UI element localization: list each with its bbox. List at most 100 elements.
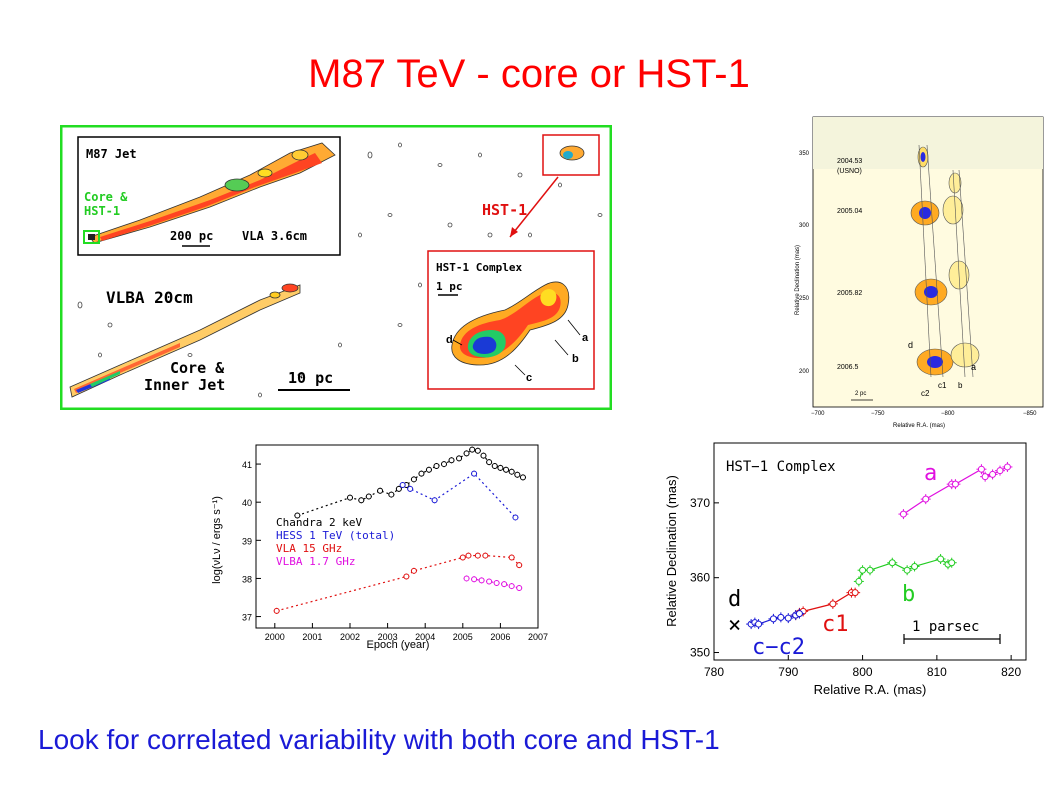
epoch-xtick-1: −700 bbox=[811, 411, 825, 417]
hc-label-c1: c1 bbox=[822, 612, 849, 637]
hst1-label: HST-1 bbox=[482, 201, 527, 219]
epoch-label-c1: c1 bbox=[938, 381, 947, 390]
epoch-label-a: a bbox=[971, 362, 976, 372]
lc-ylabel: log(νLν / ergs s⁻¹) bbox=[211, 496, 223, 584]
x-tick-label: 790 bbox=[778, 665, 798, 679]
data-point bbox=[377, 487, 384, 494]
y-tick-label: 360 bbox=[690, 571, 710, 585]
epoch-xtick-4: −850 bbox=[1023, 411, 1037, 417]
data-point bbox=[769, 615, 777, 623]
data-point bbox=[937, 555, 945, 563]
data-point bbox=[755, 620, 763, 628]
epoch-usno: (USNO) bbox=[837, 168, 862, 175]
data-point bbox=[418, 470, 425, 477]
data-point bbox=[497, 464, 504, 471]
epoch-label-b: b bbox=[958, 381, 963, 390]
data-point bbox=[465, 552, 472, 559]
y-tick-label: 39 bbox=[242, 536, 252, 546]
data-point bbox=[410, 476, 417, 483]
data-point bbox=[508, 554, 515, 561]
data-point bbox=[294, 512, 301, 519]
comp-d-label: d bbox=[446, 334, 453, 346]
data-point bbox=[508, 468, 515, 475]
data-point bbox=[469, 446, 476, 453]
data-point bbox=[431, 497, 438, 504]
radio-map-panel: M87 Jet Core & HST-1 200 pc VLA 3.6cm VL… bbox=[60, 125, 612, 410]
epoch-1: 2004.53 bbox=[837, 158, 862, 165]
data-point bbox=[508, 583, 515, 590]
hst1-complex-chart: 780 790 800 810 820 350 360 370 HST−1 Complex a… bbox=[664, 442, 1027, 697]
data-point bbox=[503, 466, 510, 473]
scale-10pc: 10 pc bbox=[288, 369, 333, 387]
data-point bbox=[478, 577, 485, 584]
hc-frame bbox=[713, 442, 1027, 661]
data-point bbox=[365, 493, 372, 500]
inner-jet-label-1: Core & bbox=[170, 359, 225, 377]
lc-legend-vlba: VLBA 1.7 GHz bbox=[276, 555, 355, 568]
x-tick-label: 2006 bbox=[490, 632, 510, 642]
data-point bbox=[486, 459, 493, 466]
comp-a-label: a bbox=[582, 332, 589, 344]
data-point bbox=[851, 589, 859, 597]
hc-xlabel: Relative R.A. (mas) bbox=[814, 682, 927, 697]
x-tick-label: 2004 bbox=[415, 632, 435, 642]
data-point bbox=[347, 494, 353, 501]
vlba-label: VLBA 20cm bbox=[106, 288, 193, 307]
x-tick-label: 2007 bbox=[528, 632, 548, 642]
inset-title: M87 Jet bbox=[86, 147, 137, 161]
data-point bbox=[903, 566, 911, 574]
epoch-ytick-2: 300 bbox=[799, 223, 810, 229]
data-point bbox=[459, 554, 466, 561]
lc-legend-vla: VLA 15 GHz bbox=[276, 542, 342, 555]
hc-marker-d: × bbox=[728, 613, 741, 638]
data-point bbox=[273, 607, 280, 614]
vlba-epochs-panel: 2004.53 (USNO) 2005.04 2005.82 2006.5 d … bbox=[795, 116, 1044, 429]
data-point bbox=[948, 559, 956, 567]
data-point bbox=[514, 471, 521, 478]
data-point bbox=[989, 470, 997, 478]
data-point bbox=[358, 497, 365, 504]
x-tick-label: 780 bbox=[704, 665, 724, 679]
slide-title: M87 TeV - core or HST-1 bbox=[308, 52, 750, 96]
data-point bbox=[777, 613, 785, 621]
comp-c-label: c bbox=[526, 372, 532, 384]
data-point bbox=[516, 562, 523, 569]
data-point bbox=[501, 581, 508, 588]
epoch-xlabel: Relative R.A. (mas) bbox=[893, 423, 945, 429]
data-point bbox=[463, 575, 470, 582]
comp-b-label: b bbox=[572, 353, 579, 365]
data-point bbox=[395, 485, 402, 492]
complex-title: HST-1 Complex bbox=[436, 261, 522, 274]
data-point bbox=[899, 510, 907, 518]
data-point bbox=[407, 485, 414, 492]
data-point bbox=[433, 462, 440, 469]
scale-1pc: 1 pc bbox=[436, 280, 463, 293]
data-point bbox=[448, 457, 455, 464]
data-point bbox=[516, 584, 523, 591]
lc-xlabel: Epoch (year) bbox=[367, 639, 430, 651]
data-point bbox=[977, 465, 985, 473]
scale-200pc: 200 pc bbox=[170, 229, 213, 243]
epoch-ytick-3: 250 bbox=[799, 296, 810, 302]
hc-title: HST−1 Complex bbox=[726, 459, 836, 475]
epoch-2: 2005.04 bbox=[837, 208, 862, 215]
data-point bbox=[399, 482, 406, 489]
lc-frame bbox=[255, 444, 539, 629]
data-point bbox=[463, 450, 470, 457]
data-point bbox=[795, 610, 803, 618]
hst1-blob bbox=[559, 145, 585, 161]
data-point bbox=[425, 466, 432, 473]
vla-label: VLA 3.6cm bbox=[242, 229, 307, 243]
epoch-label-d: d bbox=[908, 340, 913, 350]
hc-label-c2: c−c2 bbox=[752, 635, 805, 660]
epoch-xtick-3: −800 bbox=[941, 411, 955, 417]
data-point bbox=[866, 566, 874, 574]
hc-ylabel: Relative Declination (mas) bbox=[664, 475, 679, 627]
data-point bbox=[922, 495, 930, 503]
hc-label-a: a bbox=[924, 461, 937, 486]
data-point bbox=[388, 491, 395, 498]
data-point bbox=[456, 455, 463, 462]
y-tick-label: 41 bbox=[242, 460, 252, 470]
data-point bbox=[474, 447, 481, 454]
slide-caption: Look for correlated variability with bot… bbox=[38, 724, 720, 755]
